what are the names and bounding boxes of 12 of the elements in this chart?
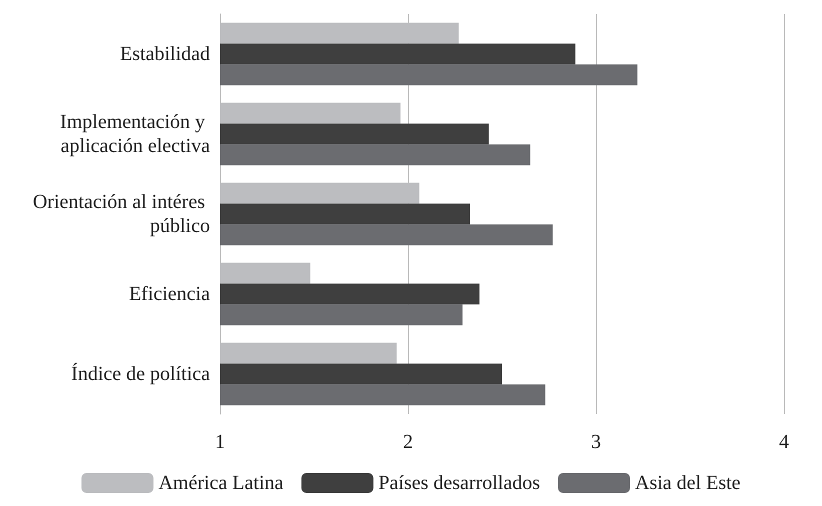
x-tick-label: 2 bbox=[403, 431, 413, 453]
x-tick-label: 3 bbox=[591, 431, 601, 453]
x-tick-label: 1 bbox=[215, 431, 225, 453]
y-tick-label: Índice de política bbox=[71, 362, 210, 385]
legend-label: Asia del Este bbox=[635, 472, 741, 494]
x-tick-label: 4 bbox=[779, 431, 789, 453]
y-tick-label: Orientación al intéres público bbox=[32, 191, 210, 237]
y-tick-label: Implementación y aplicación electiva bbox=[60, 111, 210, 157]
y-tick-label: Estabilidad bbox=[120, 43, 210, 65]
legend-label: América Latina bbox=[158, 472, 284, 494]
legend-label: Países desarrollados bbox=[378, 472, 540, 494]
y-tick-label: Eficiencia bbox=[128, 283, 210, 305]
